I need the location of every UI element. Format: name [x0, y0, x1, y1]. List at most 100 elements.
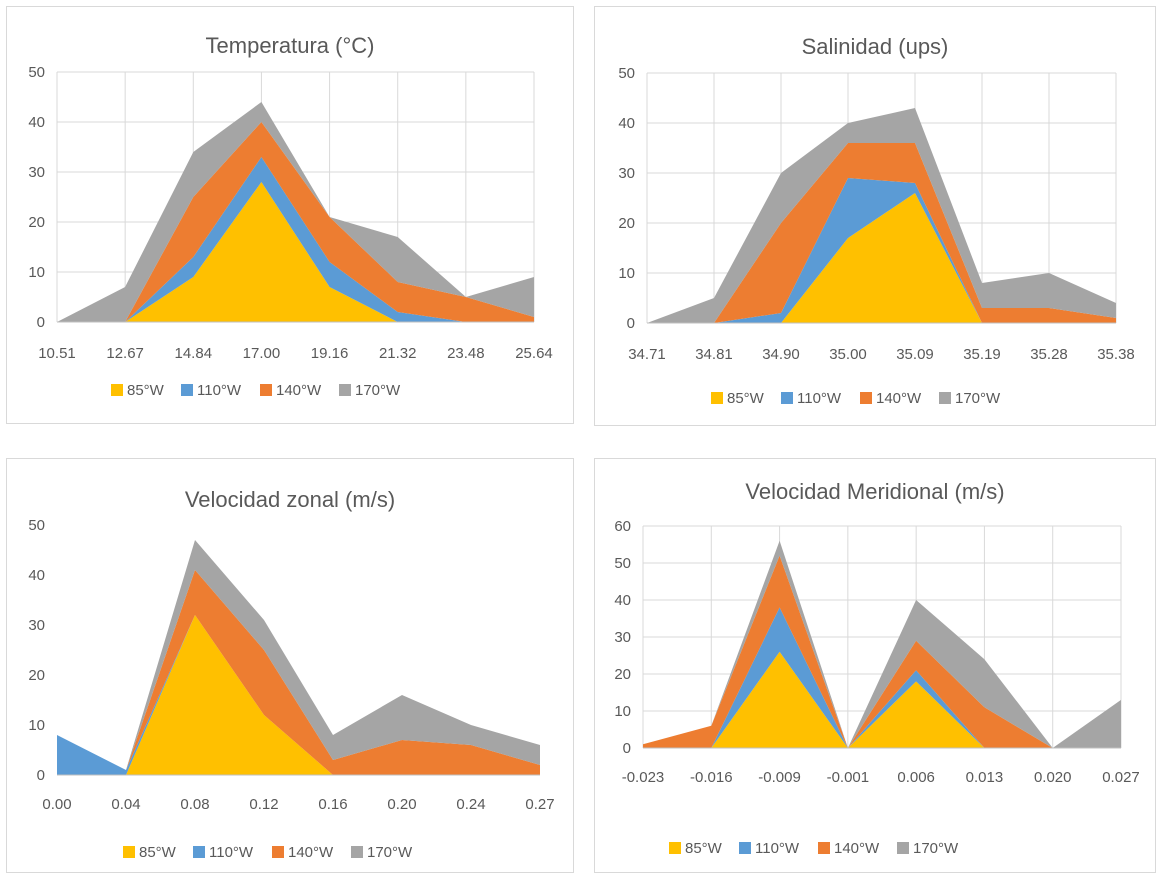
- legend-swatch: [669, 842, 681, 854]
- legend-label: 110°W: [197, 382, 242, 399]
- legend-swatch: [897, 842, 909, 854]
- legend-label: 140°W: [876, 390, 922, 407]
- area-series-140w: [57, 122, 534, 322]
- x-tick-label: 35.19: [963, 346, 1001, 363]
- x-tick-label: 10.51: [38, 345, 76, 362]
- area-series-group: [643, 540, 1121, 748]
- chart-panel-temperatura: Temperatura (°C) 0 10 20 30 40 50 10.51 12.67 14.…: [6, 6, 574, 424]
- legend: 85°W 110°W 140°W 170°W: [669, 840, 959, 857]
- area-series-110w: [647, 178, 1116, 323]
- y-tick-label: 0: [623, 740, 631, 757]
- legend-label: 110°W: [209, 844, 254, 861]
- x-tick-label: 21.32: [379, 345, 417, 362]
- area-series-group: [57, 102, 534, 322]
- legend-label: 170°W: [955, 390, 1001, 407]
- x-tick-label: 0.20: [387, 796, 416, 813]
- x-tick-label: 14.84: [175, 345, 213, 362]
- y-tick-label: 40: [614, 592, 631, 609]
- y-tick-label: 20: [614, 666, 631, 683]
- y-tick-label: 60: [614, 518, 631, 535]
- chart-svg: Velocidad zonal (m/s) 0 10 20 30 40 50 0.00 0.04…: [28, 487, 554, 861]
- legend-swatch: [111, 384, 123, 396]
- y-tick-label: 20: [28, 214, 45, 231]
- legend-swatch: [123, 846, 135, 858]
- legend-swatch: [818, 842, 830, 854]
- chart-panel-salinidad: Salinidad (ups) 0 10 20 30 40 50 34.71 34.81 34.9…: [594, 6, 1156, 426]
- x-tick-label: 34.81: [695, 346, 733, 363]
- y-tick-label: 50: [28, 64, 45, 81]
- area-series-group: [647, 108, 1116, 323]
- y-tick-label: 10: [28, 717, 45, 734]
- y-tick-label: 10: [614, 703, 631, 720]
- legend-swatch: [860, 392, 872, 404]
- chart-title: Temperatura (°C): [206, 33, 375, 58]
- area-series-110w: [57, 615, 540, 775]
- x-tick-label: 0.00: [42, 796, 71, 813]
- chart-panel-velocidad-meridional: Velocidad Meridional (m/s) 0 10 20 30 40 50 60 -…: [594, 458, 1156, 873]
- legend-label: 110°W: [797, 390, 842, 407]
- area-series-85w: [57, 182, 534, 322]
- legend-label: 140°W: [834, 840, 880, 857]
- legend-swatch: [939, 392, 951, 404]
- area-series-140w: [647, 143, 1116, 323]
- x-tick-label: 35.38: [1097, 346, 1135, 363]
- x-tick-label: 35.28: [1030, 346, 1068, 363]
- legend-label: 85°W: [727, 390, 765, 407]
- area-series-group: [57, 540, 540, 775]
- chart-title: Velocidad zonal (m/s): [185, 487, 395, 512]
- y-tick-label: 10: [618, 265, 635, 282]
- x-tick-label: 0.013: [966, 769, 1004, 786]
- x-tick-label: -0.001: [827, 769, 870, 786]
- x-tick-label: 0.006: [897, 769, 935, 786]
- x-tick-label: 25.64: [515, 345, 553, 362]
- x-tick-label: 0.08: [180, 796, 209, 813]
- legend-swatch: [260, 384, 272, 396]
- y-tick-label: 20: [28, 667, 45, 684]
- area-series-85w: [643, 651, 1121, 748]
- x-tick-label: -0.009: [758, 769, 801, 786]
- legend-swatch: [272, 846, 284, 858]
- y-tick-label: 20: [618, 215, 635, 232]
- x-tick-label: 34.71: [628, 346, 666, 363]
- legend-swatch: [781, 392, 793, 404]
- legend-label: 170°W: [913, 840, 959, 857]
- legend-label: 85°W: [139, 844, 177, 861]
- area-series-110w: [57, 157, 534, 322]
- area-series-170w: [57, 540, 540, 770]
- x-tick-label: 19.16: [311, 345, 349, 362]
- area-series-140w: [57, 570, 540, 775]
- x-tick-label: 17.00: [243, 345, 281, 362]
- x-tick-label: 23.48: [447, 345, 485, 362]
- chart-svg: Temperatura (°C) 0 10 20 30 40 50 10.51 12.67 14.…: [28, 33, 553, 399]
- chart-svg: Salinidad (ups) 0 10 20 30 40 50 34.71 34.81 34.9…: [618, 34, 1135, 407]
- y-tick-label: 30: [28, 164, 45, 181]
- y-tick-label: 30: [618, 165, 635, 182]
- x-tick-label: 0.16: [318, 796, 347, 813]
- chart-title: Velocidad Meridional (m/s): [745, 479, 1004, 504]
- legend: 85°W 110°W 140°W 170°W: [111, 382, 401, 399]
- y-tick-label: 0: [627, 315, 635, 332]
- x-tick-label: 12.67: [106, 345, 144, 362]
- legend-label: 110°W: [755, 840, 800, 857]
- x-tick-label: 0.020: [1034, 769, 1072, 786]
- y-tick-label: 30: [614, 629, 631, 646]
- x-tick-label: 0.27: [525, 796, 554, 813]
- x-tick-label: 35.00: [829, 346, 867, 363]
- legend-label: 170°W: [367, 844, 413, 861]
- area-series-170w: [647, 108, 1116, 323]
- x-tick-label: 35.09: [896, 346, 934, 363]
- area-series-85w: [647, 193, 1116, 323]
- y-tick-label: 50: [614, 555, 631, 572]
- chart-panel-velocidad-zonal: Velocidad zonal (m/s) 0 10 20 30 40 50 0.00 0.04…: [6, 458, 574, 873]
- y-tick-label: 30: [28, 617, 45, 634]
- y-tick-label: 40: [28, 114, 45, 131]
- y-tick-label: 0: [37, 767, 45, 784]
- legend-label: 140°W: [288, 844, 334, 861]
- y-tick-label: 40: [28, 567, 45, 584]
- legend-swatch: [351, 846, 363, 858]
- y-tick-label: 10: [28, 264, 45, 281]
- y-tick-label: 40: [618, 115, 635, 132]
- legend-label: 85°W: [685, 840, 723, 857]
- x-tick-label: 0.24: [456, 796, 485, 813]
- y-tick-label: 50: [28, 517, 45, 534]
